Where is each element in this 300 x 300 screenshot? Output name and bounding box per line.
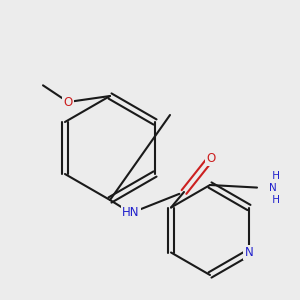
Text: HN: HN [122, 206, 140, 220]
Text: H
N
 H: H N H [269, 171, 280, 205]
Text: O: O [206, 152, 216, 164]
Text: N: N [244, 246, 253, 259]
Text: O: O [63, 95, 73, 109]
